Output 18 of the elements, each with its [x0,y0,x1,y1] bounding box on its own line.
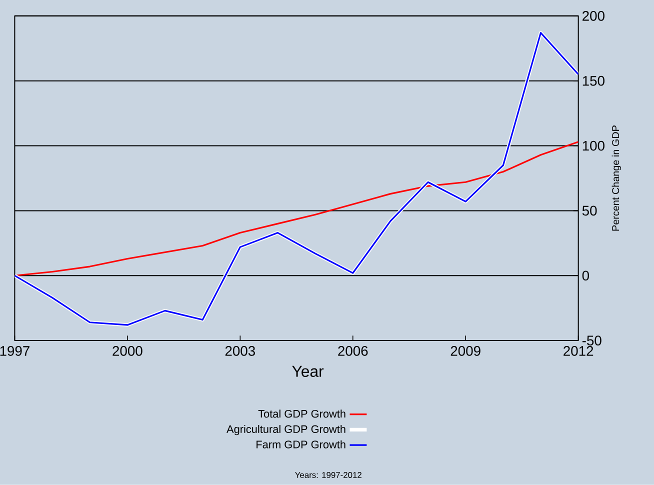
x-tick-label: 2012 [564,346,594,356]
x-tick-label: 1997 [0,346,30,356]
y-tick-label: 0 [582,270,590,281]
x-tick-label: 2009 [450,346,480,356]
x-tick-label: 2003 [225,346,255,356]
x-axis-title: Year [292,366,324,377]
y-axis-title: Percent Change in GDP [612,126,622,231]
legend-label: Total GDP Growth [258,410,346,418]
text: Years: 1997-2012 [295,472,362,478]
y-tick-label: 150 [582,76,604,86]
legend-label: Farm GDP Growth [256,440,346,448]
x-tick-label: 2006 [338,346,368,356]
y-tick-label: -50 [582,336,602,346]
legend-label: Agricultural GDP Growth [226,425,346,436]
y-tick-label: 200 [582,11,604,21]
x-tick-label: 2000 [112,346,142,356]
y-tick-label: 50 [582,206,597,216]
y-tick-label: 100 [582,140,604,151]
